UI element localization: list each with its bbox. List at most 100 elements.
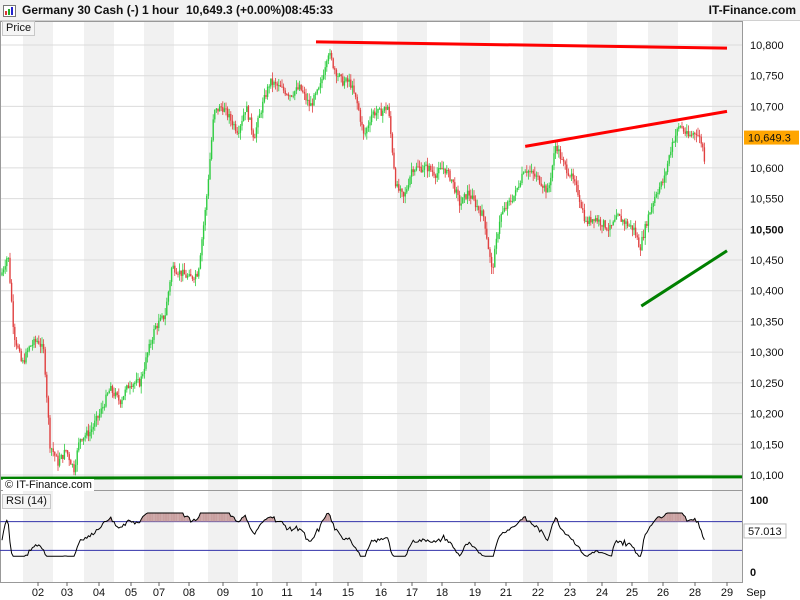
candle-up	[372, 111, 374, 115]
candle-down	[156, 325, 158, 328]
candle-down	[590, 217, 592, 223]
candle-up	[617, 214, 619, 216]
candle-up	[625, 221, 627, 224]
candle-up	[319, 83, 322, 88]
candle-down	[391, 134, 394, 153]
candle-down	[470, 195, 472, 199]
candle-up	[647, 214, 650, 226]
candle-down	[492, 266, 494, 268]
candle-up	[129, 386, 131, 389]
candle-up	[375, 112, 378, 116]
candle-up	[585, 220, 587, 222]
candle-up	[28, 346, 30, 351]
candle-down	[586, 220, 589, 224]
x-tick-label-sep: Sep	[746, 587, 766, 599]
candlestick-series	[1, 48, 706, 476]
candle-up	[244, 112, 246, 115]
candle-down	[486, 228, 488, 239]
candle-down	[305, 93, 307, 101]
candle-up	[650, 207, 653, 213]
candle-up	[150, 343, 152, 345]
candle-down	[561, 158, 563, 160]
day-band	[144, 21, 174, 582]
candle-down	[487, 238, 490, 250]
candle-down	[636, 235, 638, 238]
copyright-notice: © IT-Finance.com	[3, 479, 94, 491]
support-trendline[interactable]	[0, 475, 743, 480]
candle-down	[18, 347, 21, 352]
candle-up	[370, 114, 373, 123]
candle-down	[479, 210, 482, 216]
x-tick-label: 07	[153, 587, 165, 599]
candle-down	[631, 225, 634, 231]
candle-down	[57, 455, 59, 466]
candle-up	[628, 225, 630, 227]
day-band	[587, 21, 617, 582]
candle-up	[622, 219, 624, 222]
candle-down	[23, 360, 26, 363]
candle-up	[153, 328, 155, 340]
candle-down	[342, 76, 344, 86]
candle-down	[271, 78, 274, 85]
candle-down	[390, 116, 392, 135]
candle-up	[377, 108, 379, 113]
candle-up	[386, 106, 389, 110]
candle-down	[540, 183, 542, 186]
candle-down	[68, 454, 70, 461]
candle-up	[551, 165, 554, 178]
candle-down	[130, 386, 133, 388]
candle-down	[362, 125, 365, 134]
price-tick-label: 10,500	[750, 224, 784, 236]
candle-up	[289, 95, 291, 97]
candle-down	[226, 108, 229, 118]
candle-up	[686, 131, 688, 134]
candle-up	[692, 132, 694, 135]
candle-up	[31, 344, 34, 346]
candle-up	[223, 108, 226, 112]
candle-down	[70, 460, 72, 465]
candle-up	[439, 167, 442, 169]
candle-up	[199, 255, 202, 269]
candle-up	[658, 186, 661, 193]
candle-down	[577, 185, 579, 196]
candle-up	[498, 221, 501, 234]
candle-up	[126, 385, 128, 390]
candle-down	[430, 165, 432, 171]
rsi-last-value-box	[743, 523, 787, 539]
x-tick-label: 16	[375, 587, 387, 599]
resistance-trendline[interactable]	[315, 40, 728, 50]
candle-up	[327, 55, 330, 61]
resistance-trendline[interactable]	[524, 109, 728, 148]
candle-up	[273, 82, 275, 85]
candle-up	[326, 60, 328, 68]
timeframe[interactable]: 1 hour	[142, 3, 179, 17]
candle-down	[559, 149, 562, 159]
candle-down	[358, 103, 360, 110]
candle-up	[521, 173, 523, 184]
candle-down	[490, 256, 493, 267]
candle-down	[529, 171, 531, 173]
candle-down	[401, 188, 403, 192]
candle-up	[671, 142, 674, 152]
candle-up	[321, 79, 323, 84]
candle-down	[447, 169, 450, 171]
candle-down	[127, 385, 130, 389]
candle-down	[281, 86, 283, 88]
candle-down	[572, 173, 574, 180]
candle-down	[526, 171, 528, 173]
candle-up	[614, 219, 616, 222]
candle-down	[185, 274, 187, 278]
candle-down	[700, 136, 702, 144]
candle-down	[582, 208, 584, 210]
candle-down	[311, 103, 314, 106]
x-tick-label: 08	[183, 587, 195, 599]
candle-down	[687, 131, 690, 137]
candle-up	[591, 219, 594, 223]
candle-down	[682, 127, 685, 132]
candle-down	[694, 132, 696, 134]
candle-down	[330, 52, 333, 59]
clock-time: 08:45:33	[285, 3, 334, 17]
support-trendline[interactable]	[640, 249, 728, 308]
day-band	[333, 21, 363, 582]
